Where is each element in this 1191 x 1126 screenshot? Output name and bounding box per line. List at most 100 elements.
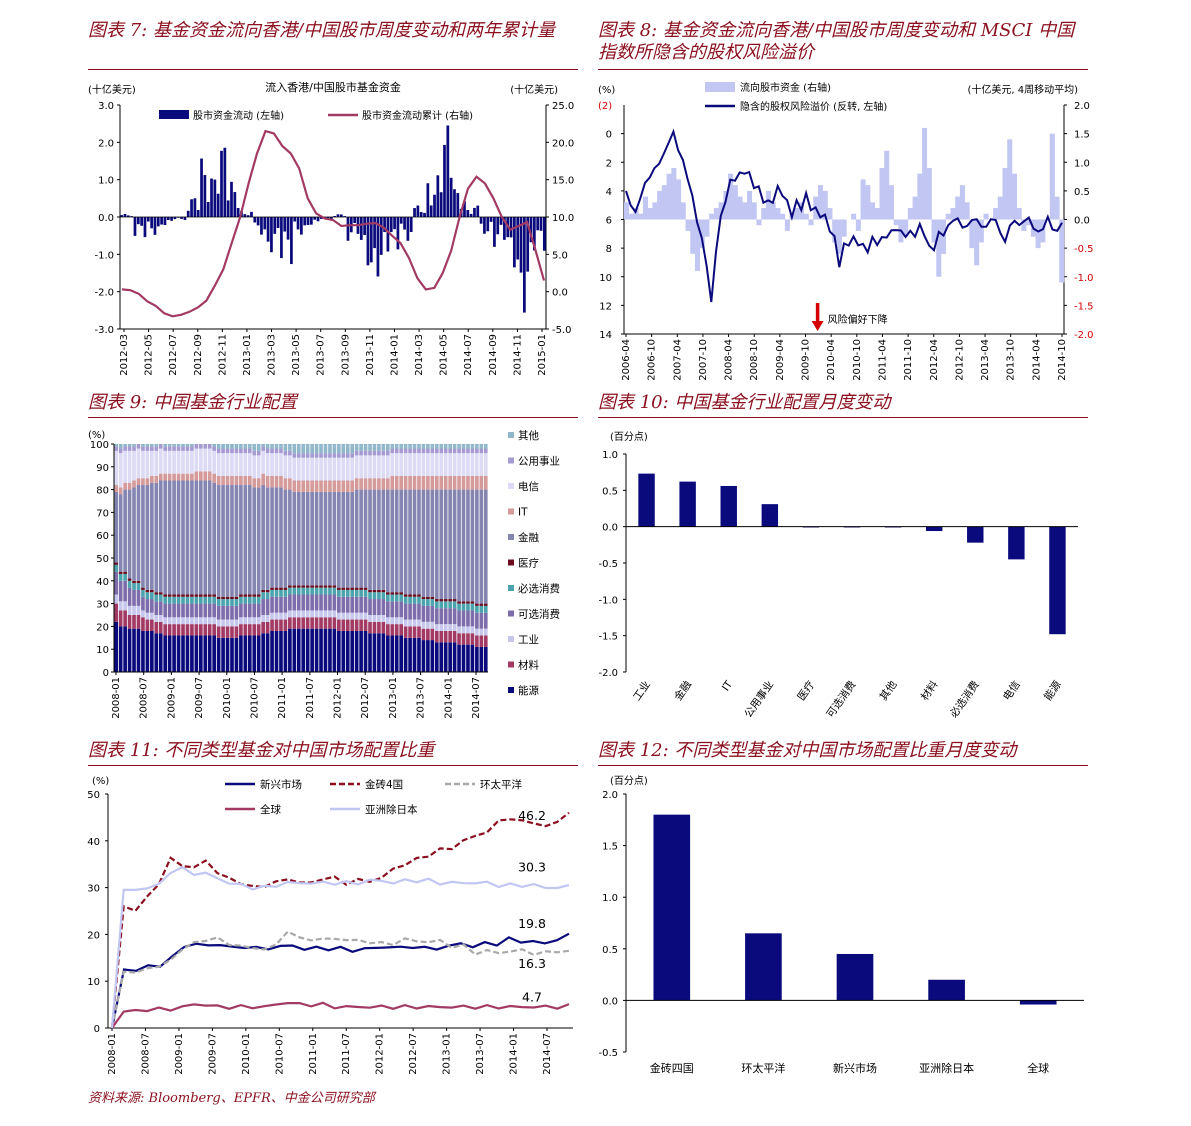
stack-segment	[247, 624, 252, 636]
flow-area-segment	[1021, 219, 1027, 231]
stack-segment	[261, 599, 265, 615]
stack-segment	[377, 633, 381, 672]
stack-segment	[243, 453, 248, 476]
stack-segment	[221, 619, 225, 627]
stack-segment	[363, 478, 368, 490]
stack-segment	[167, 624, 172, 636]
chart12-fund-type-allocation-change: (百分点) 2.0 1.5 1.0 0.5 0.0 -0.5 金砖四国 环太平洋 新兴市场 亚洲除日…	[598, 775, 1084, 1075]
stack-segment	[301, 585, 306, 588]
stack-segment	[288, 444, 292, 447]
right-tick-label: -1.0	[1074, 273, 1094, 284]
stack-segment	[247, 475, 252, 486]
stack-segment	[426, 599, 430, 606]
stack-segment	[261, 633, 265, 672]
flow-area-segment	[959, 185, 965, 220]
stack-segment	[114, 444, 119, 447]
flow-bar	[479, 217, 483, 224]
stack-segment	[461, 475, 466, 490]
stack-segment	[328, 457, 332, 481]
stack-segment	[301, 444, 306, 447]
stack-segment	[448, 630, 452, 643]
x-tick-label: 2013-09	[340, 334, 351, 376]
flow-area-segment	[917, 173, 923, 220]
stack-segment	[372, 446, 377, 451]
flow-bar	[439, 192, 443, 217]
stack-segment	[136, 589, 141, 606]
flow-bar	[206, 201, 210, 217]
stack-segment	[359, 455, 363, 479]
stack-segment	[181, 446, 185, 451]
stack-segment	[390, 444, 395, 447]
flow-bar	[253, 217, 257, 223]
stack-segment	[443, 624, 448, 631]
stack-segment	[252, 635, 257, 672]
stack-segment	[412, 444, 417, 447]
x-tick-label: 2009-07	[207, 1033, 218, 1075]
stack-segment	[181, 596, 185, 604]
flow-area-segment	[851, 213, 857, 220]
stack-segment	[363, 455, 368, 479]
stack-segment	[163, 473, 168, 481]
stack-segment	[377, 478, 381, 490]
stack-segment	[457, 489, 461, 602]
chart10-title-rule	[598, 417, 1088, 418]
y-tick-label: -0.5	[598, 559, 618, 570]
stack-segment	[194, 596, 199, 604]
stack-segment	[243, 485, 248, 595]
stack-segment	[216, 619, 221, 627]
stack-segment	[475, 605, 479, 613]
stack-segment	[207, 480, 212, 595]
stack-segment	[377, 592, 381, 600]
stack-segment	[399, 475, 404, 490]
stack-segment	[172, 624, 176, 636]
stack-segment	[385, 446, 390, 451]
stack-segment	[123, 601, 127, 611]
category-label: 可选消费	[824, 678, 859, 720]
flow-bar	[529, 217, 533, 243]
stack-segment	[194, 635, 199, 672]
flow-bar	[243, 214, 247, 217]
stack-segment	[234, 485, 239, 597]
legend-label: 可选消费	[518, 608, 560, 621]
stack-segment	[301, 457, 306, 481]
stack-segment	[145, 592, 150, 600]
stack-segment	[150, 446, 154, 451]
stack-segment	[443, 642, 448, 672]
flow-bar	[236, 208, 240, 217]
stack-segment	[310, 610, 314, 618]
stack-segment	[310, 453, 314, 458]
stack-segment	[470, 448, 475, 454]
stack-segment	[239, 617, 243, 625]
flow-bar	[443, 144, 446, 217]
bar	[679, 481, 696, 527]
stack-segment	[417, 453, 421, 476]
flow-bar	[216, 193, 220, 217]
flow-bar	[513, 217, 516, 268]
left-tick-label: 2	[606, 158, 612, 169]
x-tick-label: 2011-07	[305, 677, 316, 719]
end-value-label: 16.3	[518, 956, 546, 971]
stack-segment	[283, 444, 288, 447]
stack-segment	[176, 446, 181, 451]
y-tick-label: -2.0	[598, 668, 618, 679]
stack-segment	[385, 455, 390, 479]
stack-segment	[114, 562, 119, 565]
stack-segment	[412, 448, 417, 454]
legend-swatch	[508, 661, 514, 668]
stack-segment	[234, 453, 239, 476]
x-tick-label: 2012-01	[375, 1033, 386, 1075]
stack-segment	[247, 448, 252, 454]
stack-segment	[252, 594, 257, 597]
stack-segment	[448, 448, 452, 454]
stack-segment	[296, 617, 301, 629]
stack-segment	[470, 601, 475, 604]
stack-segment	[443, 489, 448, 600]
stack-segment	[123, 444, 127, 447]
stack-segment	[439, 444, 444, 447]
flow-bar	[293, 217, 297, 222]
stack-segment	[225, 453, 230, 476]
stack-segment	[225, 448, 230, 454]
stack-segment	[421, 475, 426, 490]
stack-segment	[288, 587, 292, 595]
stack-segment	[283, 589, 288, 597]
